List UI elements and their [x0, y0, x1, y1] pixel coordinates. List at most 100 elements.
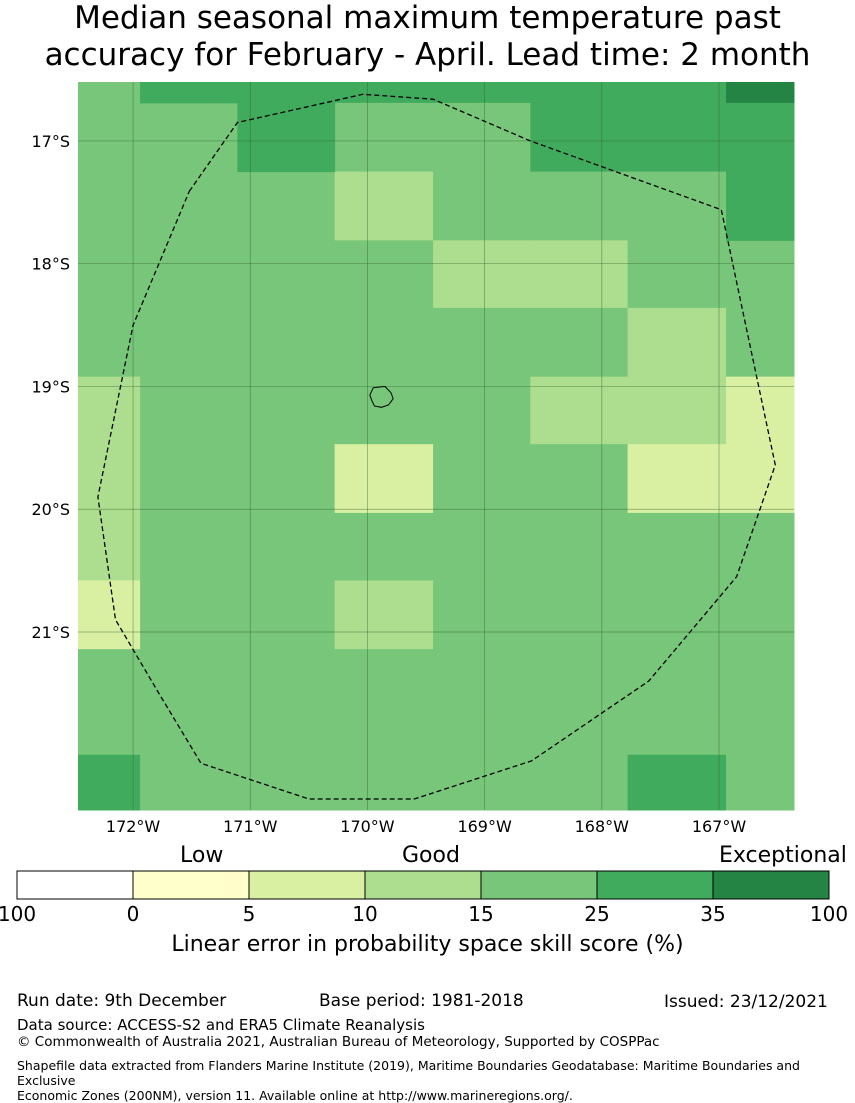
grid-cell — [433, 240, 531, 309]
grid-cell — [78, 171, 141, 241]
colorbar-tick-label: 25 — [584, 902, 609, 926]
grid-cell — [726, 716, 795, 756]
longitude-tick-labels: 172°W 171°W 170°W 169°W 168°W 167°W — [106, 817, 746, 836]
latitude-tick-label: 20°S — [31, 500, 70, 519]
grid-cell — [433, 444, 531, 514]
grid-cell — [78, 649, 141, 718]
grid-cell — [530, 240, 629, 309]
grid-cell — [530, 649, 629, 718]
latitude-tick-label: 18°S — [31, 255, 70, 274]
run-date: Run date: 9th December — [17, 991, 227, 1011]
grid-cell — [530, 307, 629, 378]
grid-cell — [726, 649, 795, 718]
grid-cell — [334, 240, 434, 309]
grid-cell — [334, 716, 434, 756]
grid-cell — [78, 307, 141, 378]
latitude-tick-label: 19°S — [31, 377, 70, 396]
grid-cell — [530, 102, 629, 173]
eez-boundary — [97, 93, 776, 800]
grid-cell — [627, 102, 727, 173]
grid-cell — [334, 580, 434, 650]
copyright: © Commonwealth of Australia 2021, Austra… — [17, 1034, 660, 1050]
colorbar-tick-label: 100 — [810, 902, 848, 926]
skill-grid — [78, 82, 795, 811]
colorbar-segment — [132, 870, 250, 900]
grid-cell — [726, 307, 795, 378]
grid-cell — [627, 580, 727, 650]
data-source: Data source: ACCESS-S2 and ERA5 Climate … — [17, 1016, 425, 1034]
shapefile-credit-line-2: Economic Zones (200NM), version 11. Avai… — [17, 1088, 573, 1103]
grid-cell — [140, 376, 336, 445]
grid-cell — [627, 82, 727, 104]
grid-cell — [237, 102, 336, 173]
grid-cell — [627, 512, 727, 581]
grid-cell — [726, 754, 795, 811]
graticule — [78, 82, 794, 810]
grid-cell — [627, 754, 727, 811]
grid-cell — [140, 649, 336, 718]
grid-cell — [627, 376, 727, 445]
longitude-tick-label: 172°W — [106, 817, 161, 836]
grid-cell — [140, 512, 336, 581]
longitude-tick-label: 167°W — [692, 817, 747, 836]
colorbar-tick-labels: 100 0 5 10 15 25 35 100 — [0, 902, 848, 926]
grid-cell — [530, 512, 629, 581]
grid-cell — [334, 171, 434, 241]
grid-cell — [433, 754, 531, 811]
grid-cell — [530, 580, 629, 650]
grid-cell — [140, 171, 336, 241]
grid-cell — [726, 171, 795, 241]
grid-cell — [726, 512, 795, 581]
map-title: Median seasonal maximum temperature past… — [0, 0, 855, 74]
colorbar — [16, 870, 830, 900]
grid-cell — [433, 376, 531, 445]
colorbar-label: Linear error in probability space skill … — [171, 932, 684, 957]
grid-cell — [78, 512, 141, 581]
grid-cell — [433, 716, 531, 756]
grid-cell — [627, 171, 727, 241]
grid-cell — [78, 444, 141, 514]
colorbar-segment — [16, 870, 134, 900]
grid-cell — [334, 512, 434, 581]
grid-cell — [140, 580, 336, 650]
colorbar-segment — [364, 870, 482, 900]
colorbar-tick-label: 5 — [243, 902, 256, 926]
grid-cell — [334, 649, 434, 718]
title-line-2: accuracy for February - April. Lead time… — [44, 37, 811, 73]
grid-cell — [334, 754, 434, 811]
grid-cell — [78, 754, 141, 811]
latitude-tick-labels: 17°S 18°S 19°S 20°S 21°S — [31, 132, 70, 642]
grid-cell — [433, 82, 531, 104]
colorbar-segment — [248, 870, 366, 900]
grid-cell — [334, 376, 434, 445]
grid-cell — [627, 649, 727, 718]
colorbar-segment — [596, 870, 714, 900]
grid-cell — [433, 307, 531, 378]
grid-cell — [726, 580, 795, 650]
grid-cell — [78, 376, 141, 445]
longitude-tick-label: 169°W — [457, 817, 512, 836]
grid-cell — [627, 716, 727, 756]
shapefile-credit: Shapefile data extracted from Flanders M… — [17, 1058, 847, 1103]
latitude-tick-label: 21°S — [31, 623, 70, 642]
longitude-tick-label: 170°W — [340, 817, 395, 836]
colorbar-category-low: Low — [180, 843, 224, 868]
niue-island-outline — [369, 385, 394, 408]
grid-cell — [530, 171, 629, 241]
grid-cell — [627, 444, 727, 514]
title-line-1: Median seasonal maximum temperature past — [74, 0, 781, 36]
grid-cell — [140, 307, 336, 378]
longitude-tick-label: 168°W — [575, 817, 630, 836]
grid-cell — [78, 580, 141, 650]
longitude-tick-label: 171°W — [223, 817, 278, 836]
colorbar-tick-label: 100 — [0, 902, 36, 926]
shapefile-credit-line-1: Shapefile data extracted from Flanders M… — [17, 1058, 800, 1088]
grid-cell — [78, 240, 141, 309]
grid-cell — [140, 82, 336, 104]
grid-cell — [433, 171, 531, 241]
grid-cell — [726, 444, 795, 514]
latitude-tick-label: 17°S — [31, 132, 70, 151]
grid-cell — [726, 376, 795, 445]
skill-score-map: 172°W 171°W 170°W 169°W 168°W 167°W 17°S18°S1… — [0, 82, 848, 926]
colorbar-tick-label: 35 — [700, 902, 725, 926]
